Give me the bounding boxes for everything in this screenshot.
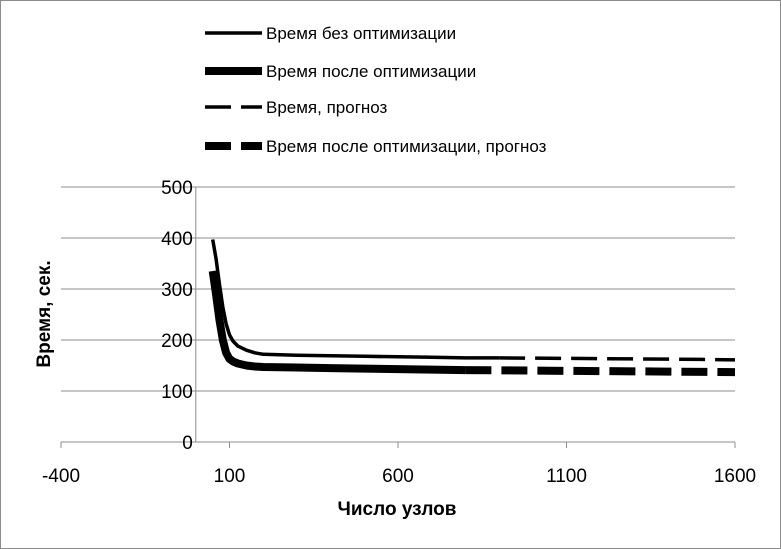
y-tick-label: 500 [161,178,193,199]
x-axis-title: Число узлов [338,499,457,520]
series-line-4 [465,366,736,377]
series-line-2 [208,270,466,375]
y-tick-label: 300 [161,280,193,301]
x-tick-label: -400 [42,466,80,487]
y-tick-label: 100 [161,382,193,403]
legend: Время без оптимизации Время после оптимиз… [205,24,547,156]
x-tick-label: 600 [382,466,414,487]
legend-label: Время после оптимизации [266,62,476,81]
legend-label: Время без оптимизации [266,24,456,43]
y-tick-label: 0 [182,433,193,454]
x-tick-label: 1100 [546,466,587,487]
y-axis-title: Время, сек. [34,260,55,367]
y-tick-label: 400 [161,229,193,250]
x-tick-label: 100 [214,466,246,487]
y-tick-label: 200 [161,331,193,352]
x-tick-label: 1600 [714,466,756,487]
series-lines [208,239,736,377]
legend-label: Время после оптимизации, прогноз [266,137,547,156]
gridlines [61,186,735,443]
legend-label: Время, прогноз [266,98,388,117]
series-line-1 [210,239,500,360]
series-line-3 [499,356,736,362]
axes: 0 100 200 300 400 500 -400 100 600 1100 1600 [42,178,756,487]
